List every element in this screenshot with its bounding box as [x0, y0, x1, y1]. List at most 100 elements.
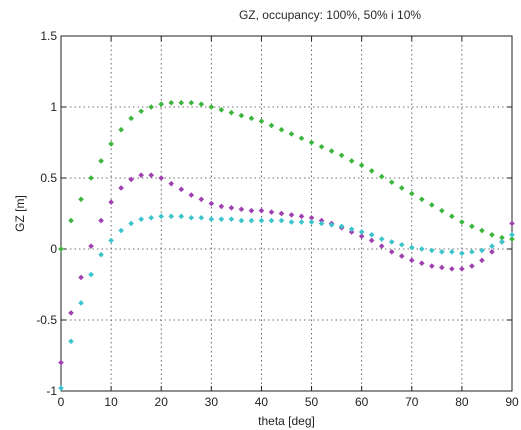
data-point	[98, 251, 104, 258]
data-point	[228, 109, 235, 116]
data-point	[489, 243, 495, 249]
x-tick-label: 20	[155, 395, 169, 409]
data-point	[388, 179, 395, 186]
data-point	[188, 192, 195, 198]
data-point	[218, 107, 225, 113]
data-point	[469, 249, 475, 255]
data-point	[509, 236, 515, 242]
data-point	[78, 196, 84, 203]
data-point	[208, 104, 215, 110]
x-tick-label: 40	[255, 395, 269, 409]
data-point	[58, 246, 64, 252]
data-point	[88, 175, 94, 181]
data-point	[258, 217, 265, 224]
x-tick-label: 10	[104, 395, 118, 409]
data-point	[88, 243, 94, 249]
x-tick-label: 60	[355, 395, 369, 409]
data-point	[118, 126, 124, 133]
data-point	[499, 239, 505, 245]
data-point	[479, 257, 485, 264]
data-point	[408, 257, 415, 264]
x-tick-label: 50	[305, 395, 319, 409]
y-axis-label: GZ [m]	[13, 195, 27, 232]
y-tick-label: 1.5	[40, 29, 57, 43]
data-point	[198, 101, 205, 107]
data-point	[248, 217, 255, 224]
data-point	[238, 206, 245, 213]
data-point	[348, 229, 355, 235]
data-point	[479, 247, 485, 254]
data-point	[138, 216, 144, 222]
data-point	[489, 249, 495, 255]
data-point	[198, 214, 205, 221]
data-point	[278, 217, 285, 224]
data-point	[429, 263, 435, 269]
data-point	[188, 214, 195, 221]
data-point	[68, 310, 74, 316]
data-point	[439, 264, 445, 271]
y-tick-label: -0.5	[36, 313, 57, 327]
y-tick-label: -1	[46, 384, 57, 398]
data-point	[68, 338, 74, 345]
data-point	[178, 99, 185, 106]
data-point	[429, 202, 435, 208]
data-point	[268, 217, 275, 224]
data-point	[449, 249, 455, 255]
data-point	[378, 173, 385, 180]
data-point	[228, 205, 235, 211]
data-point	[378, 236, 385, 242]
y-tick-label: 1	[50, 100, 57, 114]
data-point	[479, 227, 485, 234]
data-point	[98, 158, 104, 164]
data-point	[108, 199, 114, 205]
data-point	[459, 219, 465, 225]
data-point	[449, 266, 455, 272]
y-tick-label: 0	[50, 242, 57, 256]
data-point	[368, 168, 375, 174]
data-point	[489, 232, 495, 238]
data-point	[308, 219, 315, 225]
data-point	[168, 180, 175, 187]
data-point	[58, 385, 64, 391]
x-tick-label: 30	[205, 395, 219, 409]
data-point	[378, 243, 385, 249]
data-point	[509, 232, 515, 238]
data-point	[68, 217, 74, 224]
data-point	[158, 175, 165, 181]
data-point	[178, 213, 185, 220]
data-point	[148, 214, 154, 221]
data-point	[158, 101, 165, 107]
axes-box	[60, 35, 513, 392]
data-point	[168, 213, 175, 220]
data-point	[459, 266, 465, 272]
data-point	[328, 222, 335, 228]
data-point	[208, 216, 215, 222]
data-point	[298, 213, 305, 220]
data-point	[218, 216, 225, 222]
data-point	[278, 210, 285, 217]
data-point	[449, 213, 455, 220]
data-point	[148, 172, 154, 178]
data-point	[368, 237, 375, 244]
x-tick-label: 70	[405, 395, 419, 409]
data-point	[318, 217, 325, 224]
data-point	[228, 216, 235, 222]
data-point	[178, 186, 185, 193]
data-point	[358, 229, 365, 235]
data-point	[218, 203, 225, 210]
data-point	[439, 249, 445, 255]
chart-title: GZ, occupancy: 100%, 50% i 10%	[238, 8, 422, 22]
data-point	[238, 217, 245, 224]
data-point	[258, 118, 265, 124]
data-point	[388, 239, 395, 245]
data-point	[328, 148, 335, 154]
data-point	[258, 207, 265, 214]
data-point	[188, 99, 195, 106]
data-point	[278, 126, 285, 133]
data-point	[408, 244, 415, 251]
data-point	[288, 131, 295, 137]
data-point	[248, 207, 255, 214]
y-tick-label: 0.5	[40, 171, 57, 185]
data-point	[88, 271, 94, 278]
data-point	[298, 135, 305, 142]
